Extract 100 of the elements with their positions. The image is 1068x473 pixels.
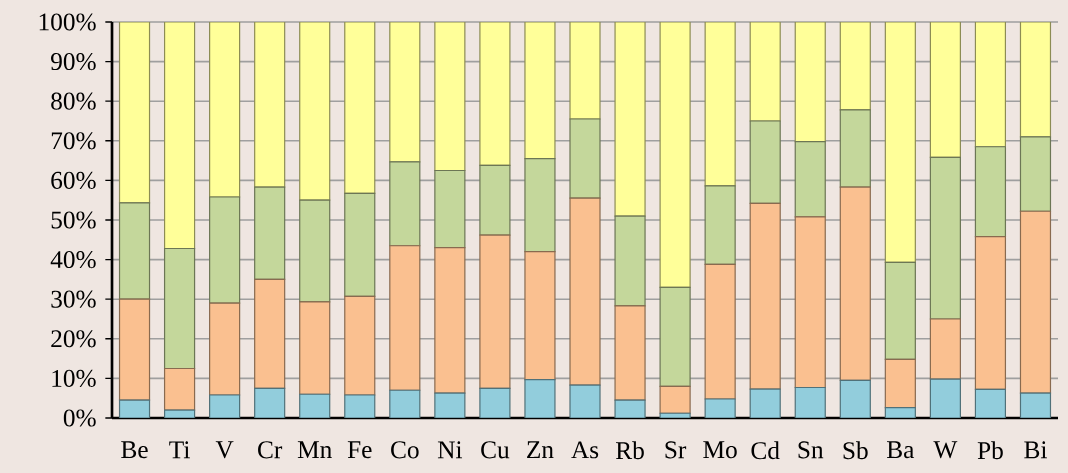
bar [929, 156, 961, 320]
bar [344, 295, 376, 396]
x-tick-label: Pb [977, 441, 1003, 460]
bar [704, 185, 736, 265]
bar [839, 21, 871, 111]
bar [389, 161, 421, 247]
x-tick-label: Cr [258, 441, 283, 459]
y-tick-label: 40% [50, 251, 96, 269]
x-tick-label: Ni [437, 441, 463, 459]
x-tick-label: As [571, 441, 599, 459]
bar [839, 186, 871, 381]
bar [1019, 210, 1052, 394]
bar [794, 21, 826, 143]
bar [794, 386, 826, 418]
x-tick-label: Mn [297, 441, 332, 458]
bar [254, 387, 286, 418]
bar [209, 196, 241, 304]
y-tick-label: 90% [51, 53, 96, 71]
y-tick-label: 60% [51, 171, 96, 189]
bar [118, 202, 151, 300]
x-tick-label: Ba [887, 441, 915, 459]
bar [299, 199, 331, 303]
bar [974, 236, 1007, 391]
y-tick-label: 50% [51, 211, 96, 229]
bar [614, 305, 646, 401]
bar [659, 385, 691, 414]
x-tick-label: Cd [751, 441, 780, 460]
y-tick-label: 70% [51, 132, 96, 150]
x-tick-label: Bi [1024, 441, 1047, 459]
x-tick-label: W [933, 441, 958, 459]
bar [614, 21, 646, 217]
bar [794, 216, 826, 389]
bar [884, 261, 916, 360]
x-tick-label: Sn [798, 441, 824, 459]
bar [749, 202, 781, 390]
bar [344, 192, 376, 298]
bar [163, 21, 196, 250]
x-tick-label: Co [391, 441, 419, 459]
bar [299, 301, 331, 395]
bar [974, 146, 1007, 238]
bar [704, 21, 736, 187]
bar [479, 164, 511, 236]
bar [389, 389, 421, 418]
bar [659, 21, 691, 288]
bar [929, 318, 961, 380]
bar [794, 140, 826, 218]
bar [749, 388, 781, 418]
bar [434, 247, 466, 394]
bar [929, 21, 961, 159]
bar [254, 21, 286, 188]
bar [118, 21, 151, 204]
bar [209, 21, 241, 198]
x-tick-label: Fe [347, 441, 372, 459]
bar [479, 234, 511, 389]
x-tick-label: Sb [843, 441, 868, 460]
bar [1019, 136, 1052, 212]
bar [749, 21, 781, 122]
bar [479, 21, 511, 166]
bar [344, 21, 376, 195]
y-tick-label: 10% [52, 369, 96, 387]
bar [839, 109, 871, 188]
bar [704, 263, 736, 400]
bar [929, 378, 961, 418]
x-tick-label: Sr [665, 441, 687, 459]
bar [389, 245, 421, 391]
bar [254, 278, 286, 389]
bar [524, 378, 556, 418]
bar [569, 21, 601, 120]
x-tick-label: V [215, 441, 234, 459]
bar [569, 118, 601, 199]
bar [434, 21, 466, 172]
bar [254, 186, 286, 280]
bar [209, 302, 241, 396]
bar [163, 367, 196, 411]
bar [974, 21, 1007, 148]
bar [884, 21, 916, 263]
bar [299, 21, 331, 201]
y-tick-label: 0% [63, 409, 96, 427]
bar [524, 158, 556, 253]
bar [614, 215, 646, 307]
bar [389, 21, 421, 163]
bar [434, 169, 466, 249]
bar [524, 251, 556, 381]
x-tick-label: Rb [616, 441, 644, 460]
bar [569, 197, 601, 386]
y-tick-label: 30% [51, 290, 96, 308]
x-tick-label: Mo [703, 441, 737, 459]
bar [749, 120, 781, 204]
bar [163, 247, 196, 370]
y-tick-label: 100% [39, 13, 96, 31]
bar [974, 388, 1007, 418]
bar [884, 358, 916, 409]
bar [1019, 21, 1052, 138]
x-tick-label: Cu [481, 441, 510, 459]
bar [524, 21, 556, 160]
x-tick-label: Ti [169, 441, 190, 459]
y-tick-label: 20% [51, 330, 96, 348]
bar [839, 379, 871, 418]
bar [118, 298, 151, 401]
x-tick-label: Zn [527, 441, 554, 458]
